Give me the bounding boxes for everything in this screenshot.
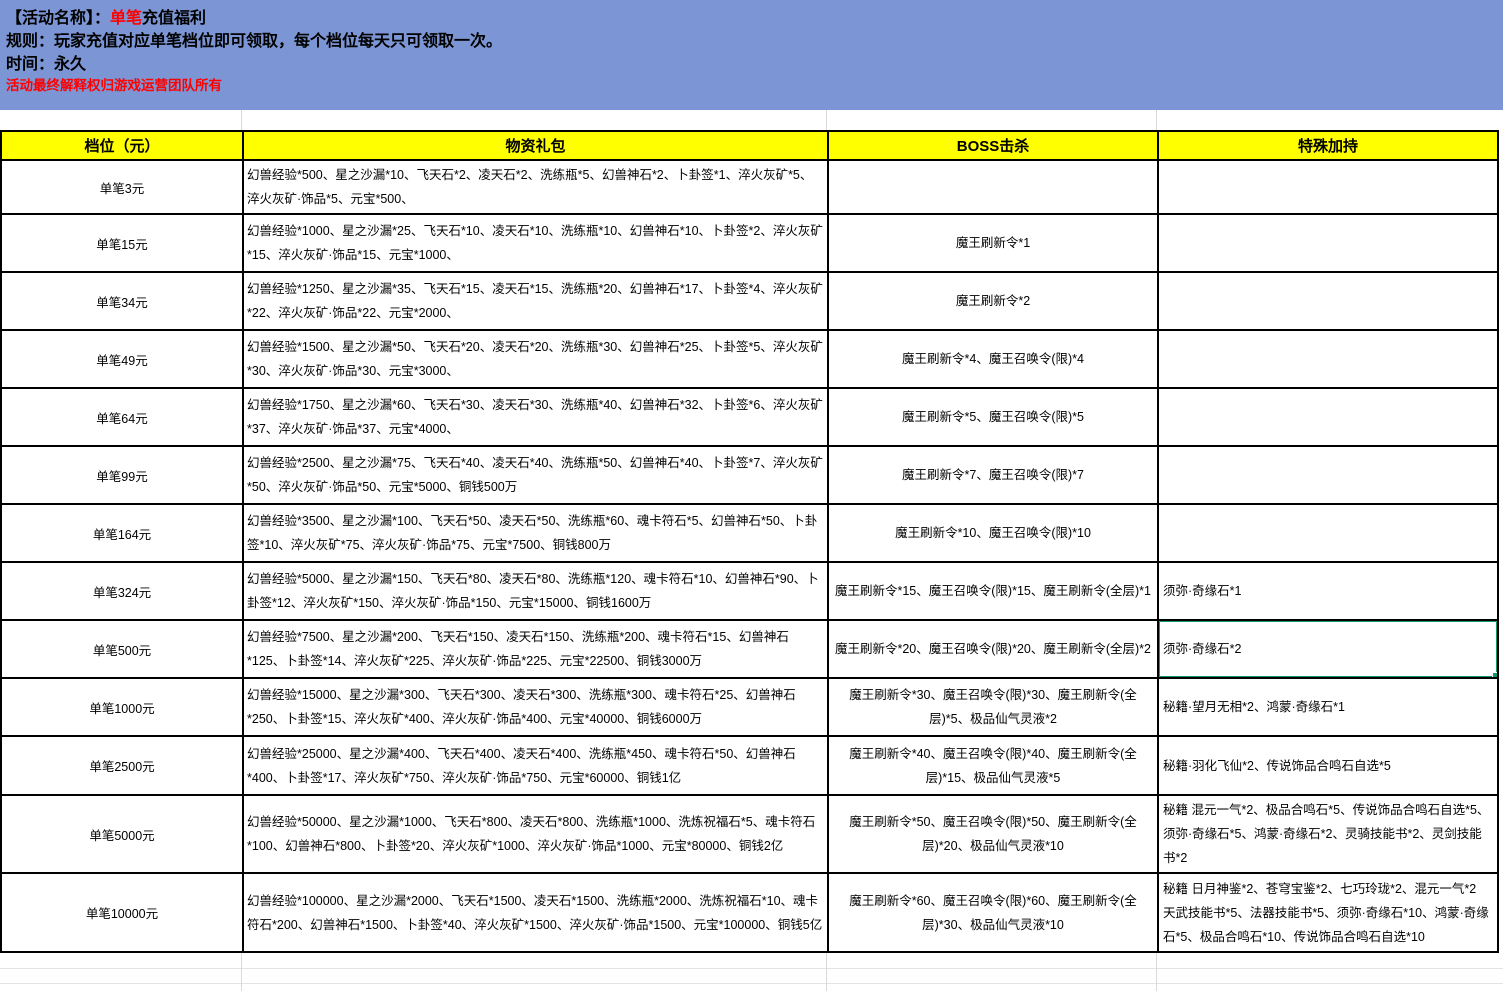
- pack-cell[interactable]: 幻兽经验*50000、星之沙漏*1000、飞天石*800、凌天石*800、洗练瓶…: [242, 794, 829, 874]
- special-cell-selected[interactable]: 须弥·奇缘石*2: [1157, 619, 1499, 679]
- table-row: 单笔3元 幻兽经验*500、星之沙漏*10、飞天石*2、凌天石*2、洗练瓶*5、幻…: [0, 159, 1499, 215]
- tier-cell[interactable]: 单笔500元: [0, 619, 244, 679]
- activity-name-highlight: 单笔: [110, 10, 143, 27]
- special-cell[interactable]: [1157, 329, 1499, 389]
- special-cell[interactable]: [1157, 271, 1499, 331]
- special-cell[interactable]: 须弥·奇缘石*1: [1157, 561, 1499, 621]
- tier-cell[interactable]: 单笔34元: [0, 271, 244, 331]
- table-row: 单笔1000元 幻兽经验*15000、星之沙漏*300、飞天石*300、凌天石*3…: [0, 677, 1499, 737]
- column-header[interactable]: 物资礼包: [242, 130, 829, 161]
- activity-banner[interactable]: 【活动名称】：单笔充值福利 规则：玩家充值对应单笔档位即可领取，每个档位每天只可…: [0, 0, 1503, 110]
- boss-cell[interactable]: 魔王刷新令*10、魔王召唤令(限)*10: [827, 503, 1159, 563]
- boss-cell[interactable]: 魔王刷新令*1: [827, 213, 1159, 273]
- activity-name-suffix: 充值福利: [142, 10, 207, 27]
- rule-line: 规则：玩家充值对应单笔档位即可领取，每个档位每天只可领取一次。: [6, 33, 503, 50]
- tier-cell[interactable]: 单笔5000元: [0, 794, 244, 874]
- boss-cell[interactable]: 魔王刷新令*50、魔王召唤令(限)*50、魔王刷新令(全层)*20、极品仙气灵液…: [827, 794, 1159, 874]
- pack-cell[interactable]: 幻兽经验*2500、星之沙漏*75、飞天石*40、凌天石*40、洗练瓶*50、幻…: [242, 445, 829, 505]
- pack-cell[interactable]: 幻兽经验*1000、星之沙漏*25、飞天石*10、凌天石*10、洗练瓶*10、幻…: [242, 213, 829, 273]
- tier-cell[interactable]: 单笔15元: [0, 213, 244, 273]
- column-header[interactable]: 档位（元）: [0, 130, 244, 161]
- time-line: 时间：永久: [6, 56, 87, 73]
- special-cell[interactable]: [1157, 213, 1499, 273]
- pack-cell[interactable]: 幻兽经验*7500、星之沙漏*200、飞天石*150、凌天石*150、洗练瓶*2…: [242, 619, 829, 679]
- special-cell[interactable]: [1157, 503, 1499, 563]
- pack-cell[interactable]: 幻兽经验*25000、星之沙漏*400、飞天石*400、凌天石*400、洗练瓶*…: [242, 735, 829, 796]
- empty-sheet-rows[interactable]: [0, 953, 1503, 991]
- boss-cell[interactable]: 魔王刷新令*5、魔王召唤令(限)*5: [827, 387, 1159, 447]
- special-cell[interactable]: 秘籍·羽化飞仙*2、传说饰品合鸣石自选*5: [1157, 735, 1499, 796]
- tier-cell[interactable]: 单笔324元: [0, 561, 244, 621]
- pack-cell[interactable]: 幻兽经验*1750、星之沙漏*60、飞天石*30、凌天石*30、洗练瓶*40、幻…: [242, 387, 829, 447]
- table-row: 单笔324元 幻兽经验*5000、星之沙漏*150、飞天石*80、凌天石*80、洗…: [0, 561, 1499, 621]
- special-cell[interactable]: [1157, 387, 1499, 447]
- pack-cell[interactable]: 幻兽经验*5000、星之沙漏*150、飞天石*80、凌天石*80、洗练瓶*120…: [242, 561, 829, 621]
- boss-cell[interactable]: 魔王刷新令*40、魔王召唤令(限)*40、魔王刷新令(全层)*15、极品仙气灵液…: [827, 735, 1159, 796]
- table-row: 单笔34元 幻兽经验*1250、星之沙漏*35、飞天石*15、凌天石*15、洗练瓶…: [0, 271, 1499, 331]
- gridline-vertical: [826, 953, 827, 991]
- special-cell[interactable]: 秘籍 日月神鉴*2、苍穹宝鉴*2、七巧玲珑*2、混元一气*2 天武技能书*5、法…: [1157, 872, 1499, 953]
- gridline-horizontal: [0, 983, 1503, 984]
- gridline-horizontal: [0, 968, 1503, 969]
- boss-cell[interactable]: 魔王刷新令*15、魔王召唤令(限)*15、魔王刷新令(全层)*1: [827, 561, 1159, 621]
- table-row: 单笔15元 幻兽经验*1000、星之沙漏*25、飞天石*10、凌天石*10、洗练瓶…: [0, 213, 1499, 273]
- tier-cell[interactable]: 单笔99元: [0, 445, 244, 505]
- tier-cell[interactable]: 单笔1000元: [0, 677, 244, 737]
- tier-cell[interactable]: 单笔64元: [0, 387, 244, 447]
- gridline-vertical: [1156, 110, 1157, 130]
- table-row: 单笔2500元 幻兽经验*25000、星之沙漏*400、飞天石*400、凌天石*4…: [0, 735, 1499, 796]
- pack-cell[interactable]: 幻兽经验*1500、星之沙漏*50、飞天石*20、凌天石*20、洗练瓶*30、幻…: [242, 329, 829, 389]
- tier-cell[interactable]: 单笔2500元: [0, 735, 244, 796]
- special-cell[interactable]: 秘籍 混元一气*2、极品合鸣石*5、传说饰品合鸣石自选*5、须弥·奇缘石*5、鸿…: [1157, 794, 1499, 874]
- pack-cell[interactable]: 幻兽经验*1250、星之沙漏*35、飞天石*15、凌天石*15、洗练瓶*20、幻…: [242, 271, 829, 331]
- tier-cell[interactable]: 单笔164元: [0, 503, 244, 563]
- special-cell[interactable]: [1157, 445, 1499, 505]
- boss-cell[interactable]: 魔王刷新令*7、魔王召唤令(限)*7: [827, 445, 1159, 505]
- pack-cell[interactable]: 幻兽经验*500、星之沙漏*10、飞天石*2、凌天石*2、洗练瓶*5、幻兽神石*…: [242, 159, 829, 215]
- disclaimer-line: 活动最终解释权归游戏运营团队所有: [6, 78, 222, 93]
- activity-name-prefix: 【活动名称】：: [6, 10, 111, 27]
- rewards-table: 档位（元） 物资礼包 BOSS击杀 特殊加持 单笔3元 幻兽经验*500、星之沙漏*10…: [0, 130, 1499, 953]
- table-row: 单笔99元 幻兽经验*2500、星之沙漏*75、飞天石*40、凌天石*40、洗练瓶…: [0, 445, 1499, 505]
- boss-cell[interactable]: [827, 159, 1159, 215]
- special-cell[interactable]: 秘籍·望月无相*2、鸿蒙·奇缘石*1: [1157, 677, 1499, 737]
- boss-cell[interactable]: 魔王刷新令*20、魔王召唤令(限)*20、魔王刷新令(全层)*2: [827, 619, 1159, 679]
- gridline-vertical: [826, 110, 827, 130]
- table-header-row: 档位（元） 物资礼包 BOSS击杀 特殊加持: [0, 130, 1499, 161]
- column-header[interactable]: BOSS击杀: [827, 130, 1159, 161]
- table-row: 单笔10000元 幻兽经验*100000、星之沙漏*2000、飞天石*1500、凌…: [0, 872, 1499, 953]
- pack-cell[interactable]: 幻兽经验*100000、星之沙漏*2000、飞天石*1500、凌天石*1500、…: [242, 872, 829, 953]
- activity-name-line: 【活动名称】：单笔充值福利: [6, 7, 1503, 30]
- boss-cell[interactable]: 魔王刷新令*30、魔王召唤令(限)*30、魔王刷新令(全层)*5、极品仙气灵液*…: [827, 677, 1159, 737]
- pack-cell[interactable]: 幻兽经验*15000、星之沙漏*300、飞天石*300、凌天石*300、洗练瓶*…: [242, 677, 829, 737]
- table-row: 单笔5000元 幻兽经验*50000、星之沙漏*1000、飞天石*800、凌天石*…: [0, 794, 1499, 874]
- boss-cell[interactable]: 魔王刷新令*2: [827, 271, 1159, 331]
- tier-cell[interactable]: 单笔10000元: [0, 872, 244, 953]
- column-header[interactable]: 特殊加持: [1157, 130, 1499, 161]
- special-cell[interactable]: [1157, 159, 1499, 215]
- tier-cell[interactable]: 单笔3元: [0, 159, 244, 215]
- boss-cell[interactable]: 魔王刷新令*4、魔王召唤令(限)*4: [827, 329, 1159, 389]
- gridline-vertical: [241, 110, 242, 130]
- sheet-gap: [0, 110, 1503, 130]
- boss-cell[interactable]: 魔王刷新令*60、魔王召唤令(限)*60、魔王刷新令(全层)*30、极品仙气灵液…: [827, 872, 1159, 953]
- table-row: 单笔64元 幻兽经验*1750、星之沙漏*60、飞天石*30、凌天石*30、洗练瓶…: [0, 387, 1499, 447]
- table-row: 单笔164元 幻兽经验*3500、星之沙漏*100、飞天石*50、凌天石*50、洗…: [0, 503, 1499, 563]
- gridline-vertical: [1156, 953, 1157, 991]
- table-row: 单笔500元 幻兽经验*7500、星之沙漏*200、飞天石*150、凌天石*150…: [0, 619, 1499, 679]
- table-row: 单笔49元 幻兽经验*1500、星之沙漏*50、飞天石*20、凌天石*20、洗练瓶…: [0, 329, 1499, 389]
- pack-cell[interactable]: 幻兽经验*3500、星之沙漏*100、飞天石*50、凌天石*50、洗练瓶*60、…: [242, 503, 829, 563]
- tier-cell[interactable]: 单笔49元: [0, 329, 244, 389]
- gridline-vertical: [241, 953, 242, 991]
